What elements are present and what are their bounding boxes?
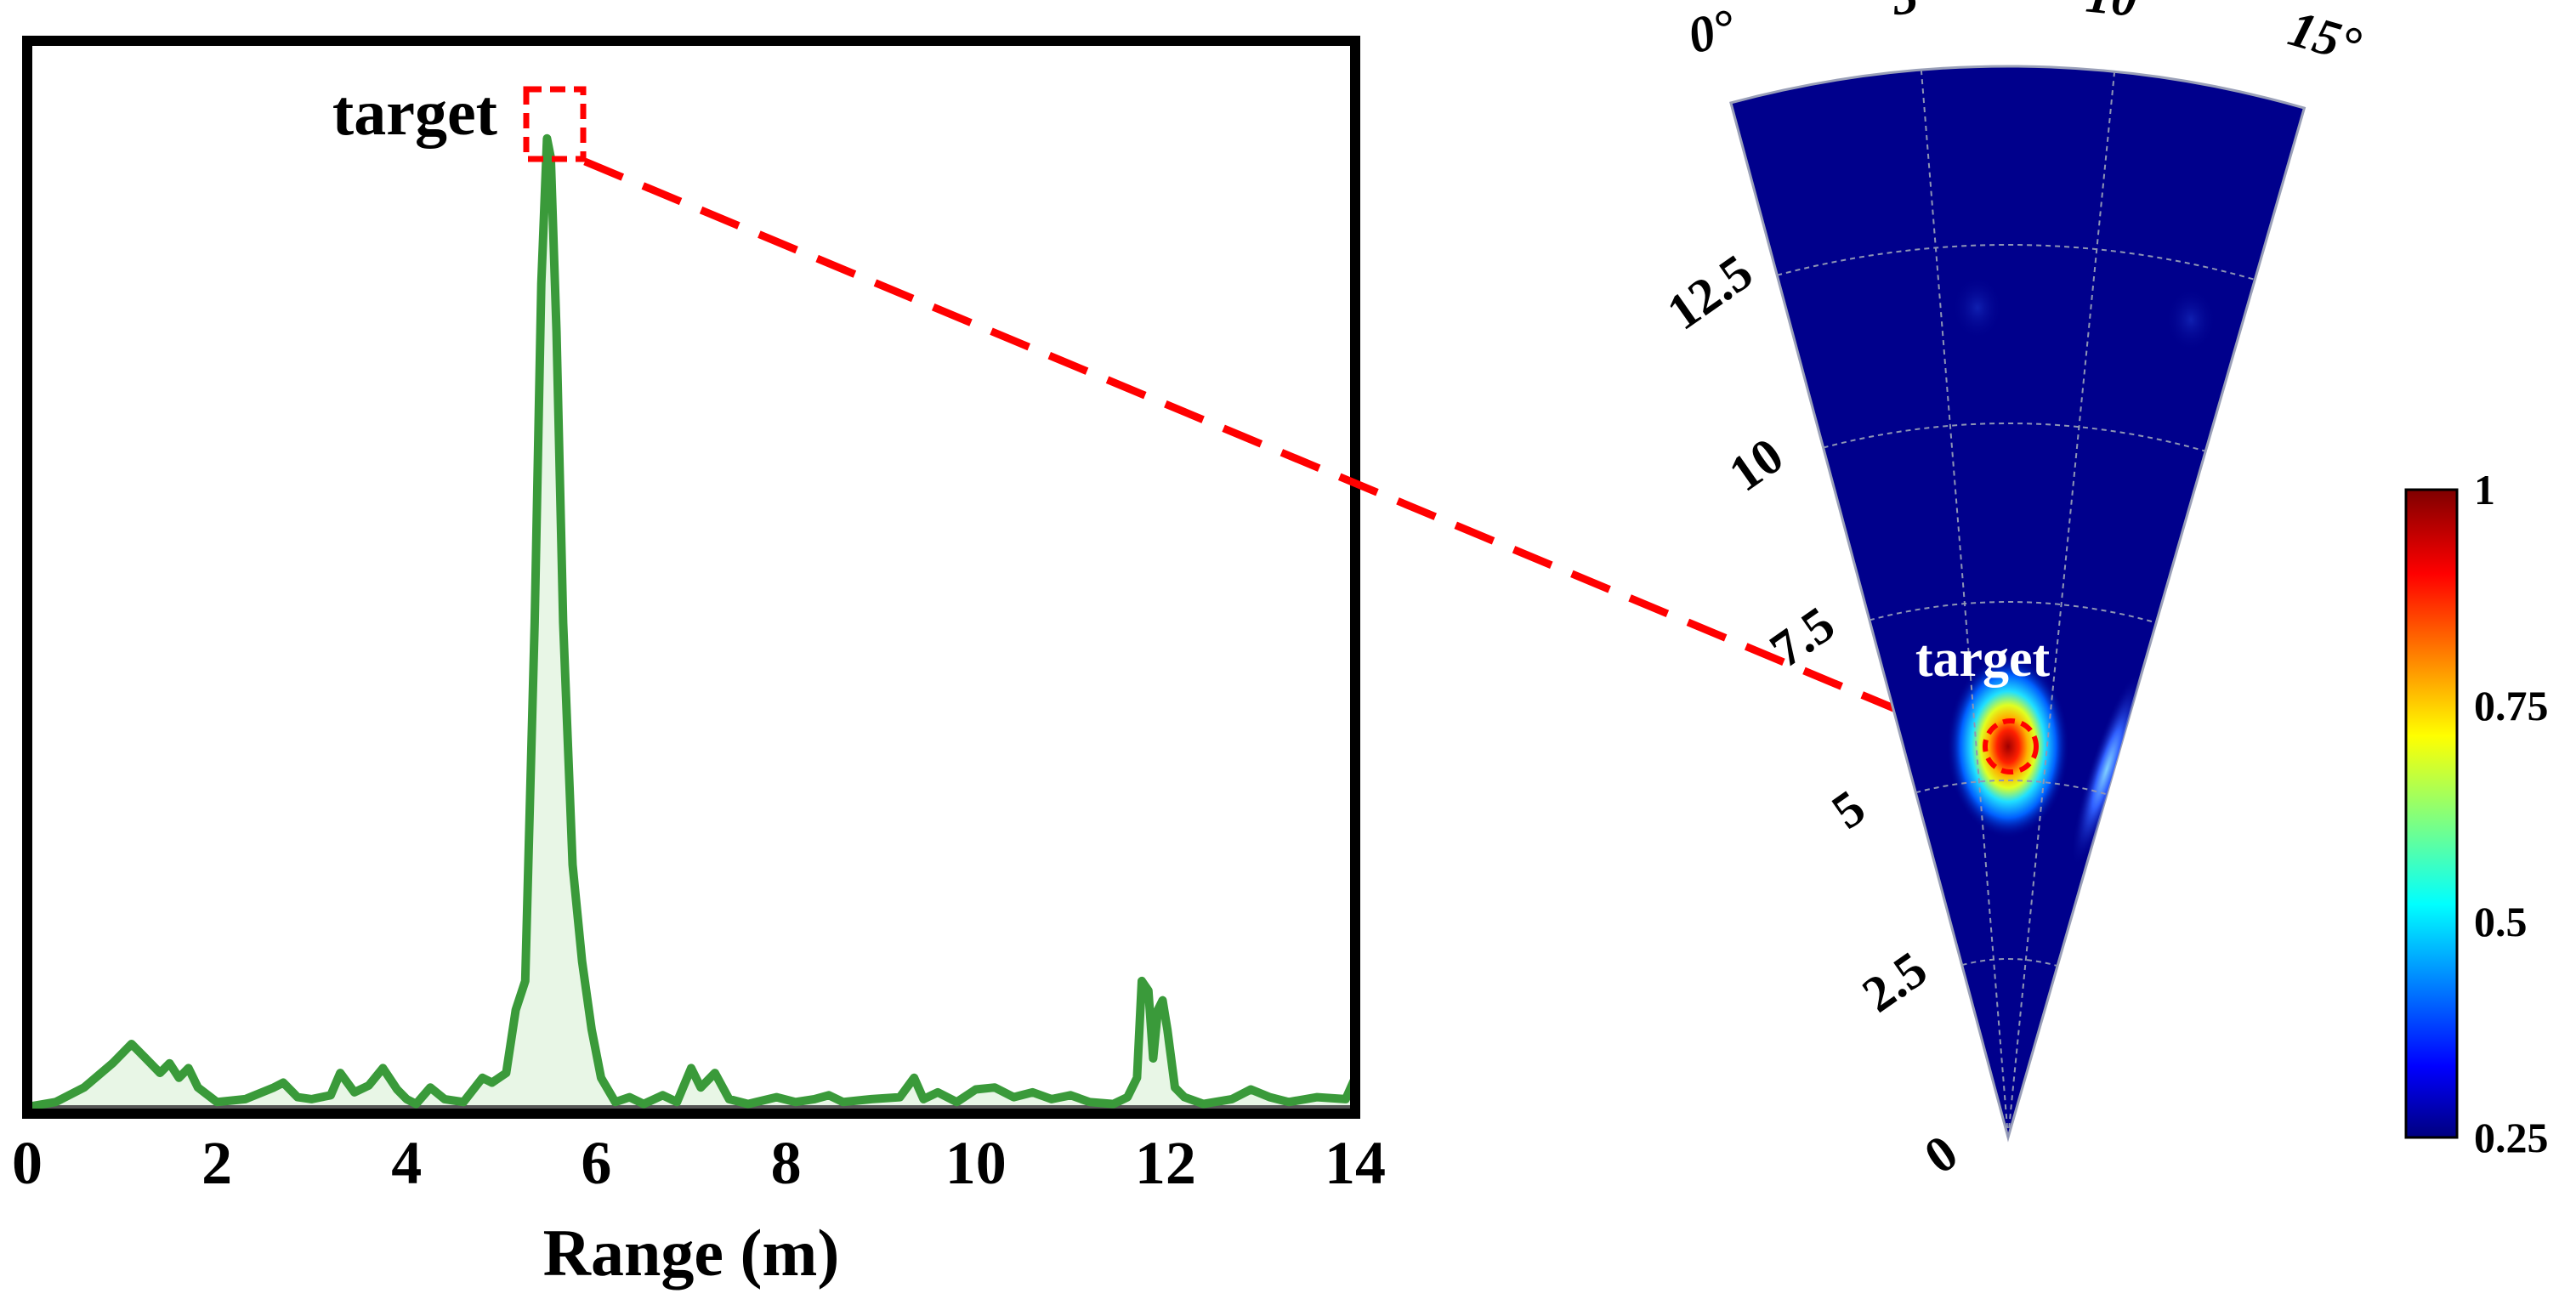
target-marker-circle	[1983, 718, 2039, 774]
x-tick-label: 14	[1325, 1129, 1386, 1197]
x-axis-title: Range (m)	[543, 1216, 840, 1290]
x-tick-label: 6	[581, 1129, 611, 1197]
range-gridline	[1823, 423, 2206, 452]
angle-tick-label: 10°	[2084, 0, 2160, 29]
plot-frame	[22, 36, 1360, 1119]
polar-heatmap-chart: 0° 5° 10° 15° 0 2.5 5 7.5 10 12.5 target	[1657, 0, 2367, 1184]
hotspot-faint-1	[1952, 275, 2003, 340]
colorbar-tick-label: 0.75	[2474, 682, 2549, 729]
x-tick-label: 0	[12, 1129, 43, 1197]
range-tick-label: 10	[1719, 427, 1793, 502]
range-gridline	[1915, 780, 2108, 796]
target-marker-box	[523, 86, 587, 162]
x-tick-label: 2	[201, 1129, 232, 1197]
colorbar: 0.25 0.5 0.75 1	[2404, 466, 2549, 1161]
x-tick-label: 4	[391, 1129, 422, 1197]
angle-tick-label: 0°	[1682, 0, 1741, 65]
colorbar-tick-labels: 0.25 0.5 0.75 1	[2474, 466, 2549, 1161]
profile-area-fill	[27, 138, 1355, 1107]
x-tick-labels: 0 2 4 6 8 10 12 14	[12, 1129, 1386, 1197]
range-gridline	[1961, 958, 2058, 967]
range-tick-label: 7.5	[1760, 596, 1844, 678]
heat-spots	[1947, 275, 2216, 867]
hotspot-faint-2	[2165, 287, 2216, 352]
target-annotation-heatmap: target	[1915, 630, 2051, 688]
hotspot-main	[1947, 655, 2069, 838]
polar-gridlines	[1776, 70, 2255, 1138]
colorbar-tick-label: 0.5	[2474, 898, 2528, 945]
angle-tick-label: 15°	[2283, 0, 2367, 74]
colorbar-tick-label: 0.25	[2474, 1114, 2549, 1161]
range-tick-label: 12.5	[1657, 243, 1762, 340]
colorbar-gradient	[2404, 488, 2459, 1139]
range-tick-label: 0	[1915, 1124, 1967, 1184]
range-profile-chart: 0 2 4 6 8 10 12 14 Range (m) target	[12, 36, 1386, 1290]
angle-tick-label: 5°	[1890, 0, 1940, 26]
x-tick-label: 12	[1135, 1129, 1196, 1197]
angle-gridline	[2007, 71, 2116, 1138]
range-gridline	[1869, 601, 2157, 624]
angle-gridline	[1920, 70, 2009, 1138]
colorbar-tick-label: 1	[2474, 466, 2495, 513]
target-annotation: target	[332, 77, 497, 149]
range-tick-label: 2.5	[1853, 940, 1937, 1023]
x-tick-label: 8	[771, 1129, 802, 1197]
x-tick-label: 10	[945, 1129, 1007, 1197]
range-tick-label: 5	[1822, 779, 1875, 839]
range-gridline	[1776, 244, 2255, 281]
hotspot-side	[2071, 672, 2142, 867]
profile-series-line	[23, 133, 1359, 1111]
